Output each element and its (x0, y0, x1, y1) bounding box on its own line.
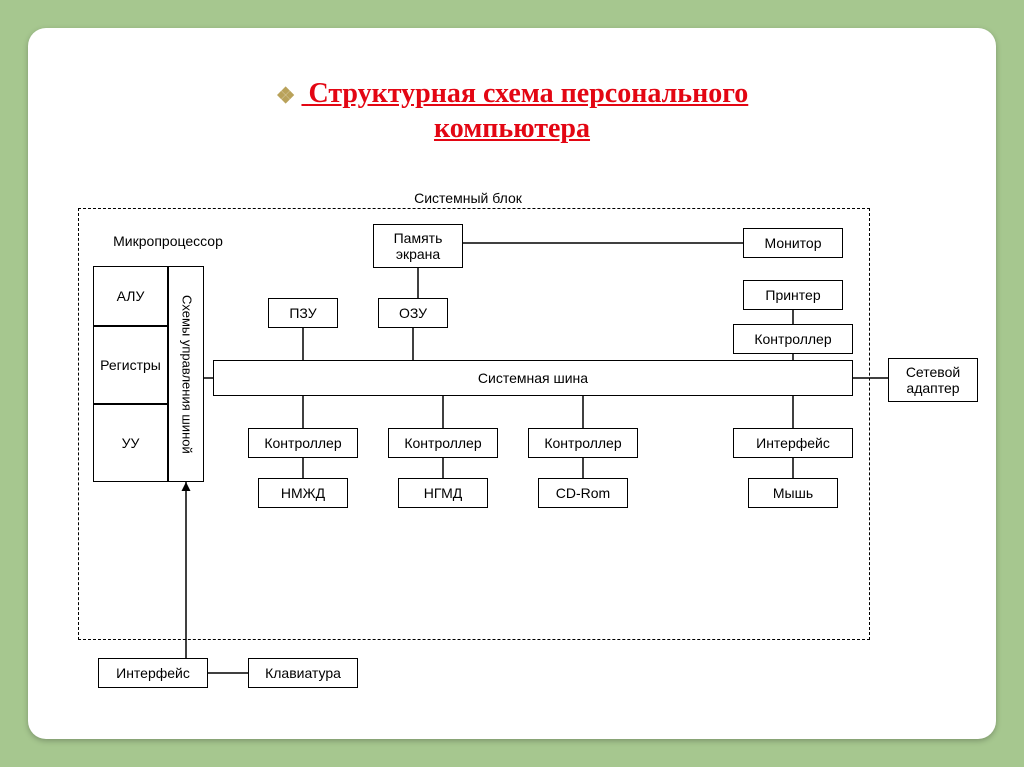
node-ctrl_cd: Контроллер (528, 428, 638, 458)
title-line1: Структурная схема персонального (308, 78, 748, 109)
node-alu: АЛУ (93, 266, 168, 326)
node-ozu: ОЗУ (378, 298, 448, 328)
node-interface1: Интерфейс (98, 658, 208, 688)
node-ctrl_hdd: Контроллер (248, 428, 358, 458)
node-monitor: Монитор (743, 228, 843, 258)
node-printer: Принтер (743, 280, 843, 310)
slide-card: ❖ Структурная схема персонального компью… (28, 28, 996, 739)
title-bullet-icon: ❖ (276, 82, 296, 110)
node-hdd: НМЖД (258, 478, 348, 508)
node-busctrl: Схемы управления шиной (168, 266, 204, 482)
node-cdrom: CD-Rom (538, 478, 628, 508)
node-screenmem: Память экрана (373, 224, 463, 268)
node-interface2: Интерфейс (733, 428, 853, 458)
node-mouse: Мышь (748, 478, 838, 508)
label-micro_label: Микропроцессор (98, 233, 238, 253)
node-bus: Системная шина (213, 360, 853, 396)
node-fdd: НГМД (398, 478, 488, 508)
node-netadapter: Сетевой адаптер (888, 358, 978, 402)
node-pzu: ПЗУ (268, 298, 338, 328)
node-ctrl_fdd: Контроллер (388, 428, 498, 458)
node-uu: УУ (93, 404, 168, 482)
block-diagram: Системный блок Микропроцессор АЛУРегистрыУ… (68, 188, 988, 708)
page-title: ❖ Структурная схема персонального компью… (28, 76, 996, 146)
slide-background: ❖ Структурная схема персонального компью… (0, 0, 1024, 767)
node-registers: Регистры (93, 326, 168, 404)
title-line2: компьютера (434, 113, 590, 144)
node-ctrl_prn: Контроллер (733, 324, 853, 354)
label-sysblock_label: Системный блок (378, 190, 558, 210)
node-keyboard: Клавиатура (248, 658, 358, 688)
